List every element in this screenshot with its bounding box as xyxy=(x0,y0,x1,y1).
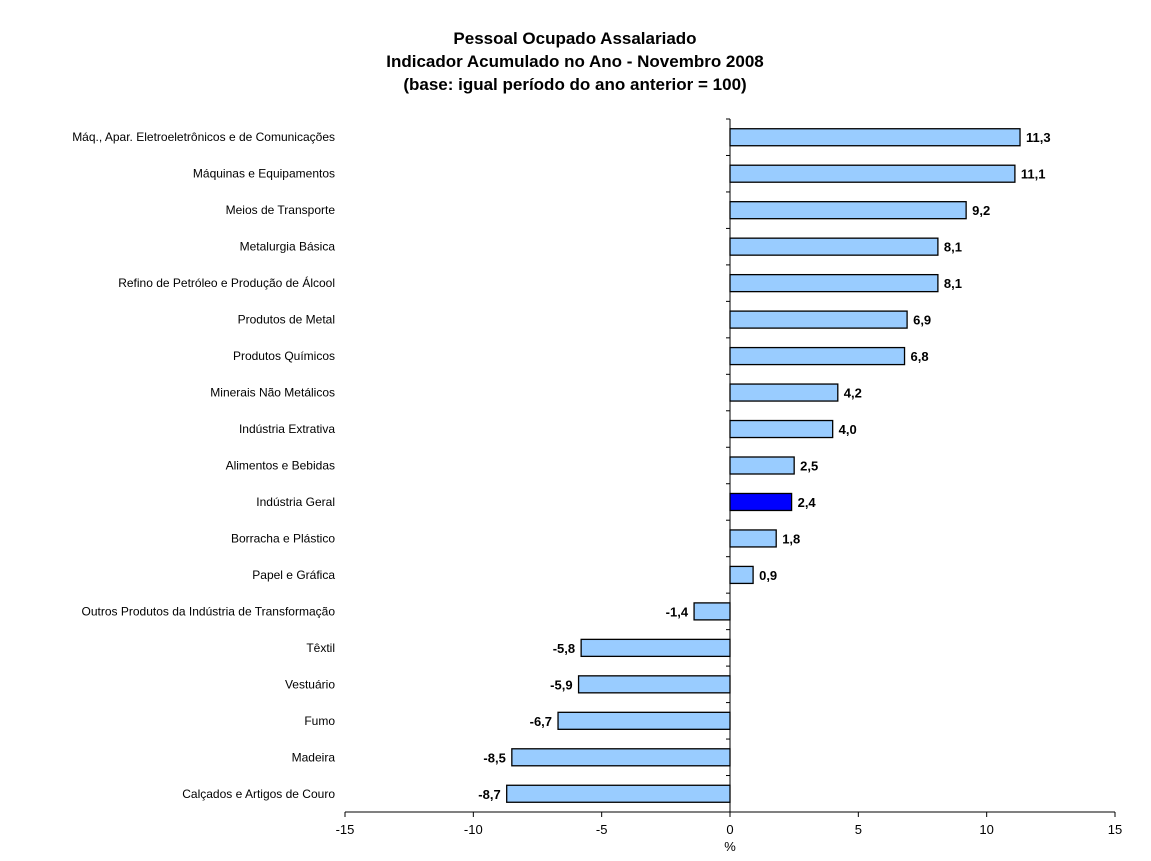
plot-area: Máq., Apar. Eletroeletrônicos e de Comun… xyxy=(72,128,1051,803)
bar-12 xyxy=(729,529,777,548)
x-axis-label: % xyxy=(724,839,736,854)
bar-11 xyxy=(729,492,793,512)
data-label: 11,1 xyxy=(1021,167,1046,182)
x-tick-label: 0 xyxy=(726,822,733,837)
data-label: -8,7 xyxy=(478,787,500,802)
category-label: Meios de Transporte xyxy=(226,203,336,217)
data-label: 0,9 xyxy=(759,568,777,583)
data-label: -6,7 xyxy=(530,714,552,729)
category-label: Indústria Extrativa xyxy=(239,422,335,436)
data-label: -1,4 xyxy=(666,604,689,619)
bar-13 xyxy=(729,565,754,585)
data-label: 8,1 xyxy=(944,240,962,255)
category-label: Fumo xyxy=(304,714,335,728)
category-label: Refino de Petróleo e Produção de Álcool xyxy=(118,275,335,290)
bar-9 xyxy=(729,419,834,439)
data-label: 1,8 xyxy=(782,531,800,546)
data-label: 2,4 xyxy=(798,495,817,510)
bar-14 xyxy=(693,602,731,621)
bar-15 xyxy=(580,638,731,658)
chart-title: Pessoal Ocupado Assalariado Indicador Ac… xyxy=(386,29,764,94)
category-label: Outros Produtos da Indústria de Transfor… xyxy=(82,604,336,618)
category-label: Borracha e Plástico xyxy=(231,531,335,545)
category-label: Papel e Gráfica xyxy=(252,568,335,582)
category-label: Produtos Químicos xyxy=(233,349,335,363)
x-axis-ticks: -15 -10 -5 0 5 10 15 xyxy=(336,812,1122,837)
bar-4 xyxy=(729,237,939,256)
x-tick-label: 5 xyxy=(855,822,862,837)
data-label: 4,2 xyxy=(844,386,862,401)
data-label: 6,8 xyxy=(911,349,929,364)
bar-10 xyxy=(729,456,795,475)
category-label: Vestuário xyxy=(285,677,335,691)
y-axis-ticks xyxy=(726,118,730,813)
chart-title-line-1: Pessoal Ocupado Assalariado xyxy=(453,29,696,48)
bar-2 xyxy=(729,164,1016,183)
bar-16 xyxy=(577,675,731,694)
category-label: Máquinas e Equipamentos xyxy=(193,167,335,181)
chart-title-line-3: (base: igual período do ano anterior = 1… xyxy=(403,75,746,94)
chart-title-line-2: Indicador Acumulado no Ano - Novembro 20… xyxy=(386,52,764,71)
bar-17 xyxy=(557,711,731,730)
x-tick-label: -5 xyxy=(596,822,608,837)
data-label: 6,9 xyxy=(913,313,931,328)
data-label: 9,2 xyxy=(972,203,990,218)
category-label: Produtos de Metal xyxy=(238,313,335,327)
bar-5 xyxy=(729,273,939,293)
data-label: -5,8 xyxy=(553,641,575,656)
category-label: Minerais Não Metálicos xyxy=(210,386,335,400)
category-label: Têxtil xyxy=(306,641,335,655)
data-label: -5,9 xyxy=(550,677,572,692)
category-label: Metalurgia Básica xyxy=(240,240,336,254)
bar-7 xyxy=(729,346,906,366)
bar-19 xyxy=(506,784,731,803)
x-tick-label: 10 xyxy=(979,822,993,837)
x-tick-label: -15 xyxy=(336,822,355,837)
category-label: Máq., Apar. Eletroeletrônicos e de Comun… xyxy=(72,130,335,144)
bar-8 xyxy=(729,383,839,402)
data-label: 11,3 xyxy=(1026,130,1051,145)
x-tick-label: 15 xyxy=(1108,822,1122,837)
data-label: 2,5 xyxy=(800,459,818,474)
data-label: -8,5 xyxy=(483,750,505,765)
category-label: Madeira xyxy=(292,750,336,764)
category-label: Alimentos e Bebidas xyxy=(226,459,335,473)
bar-18 xyxy=(511,748,731,767)
bar-1 xyxy=(729,128,1021,147)
category-label: Calçados e Artigos de Couro xyxy=(182,787,335,801)
x-tick-label: -10 xyxy=(464,822,483,837)
data-label: 8,1 xyxy=(944,276,962,291)
category-label: Indústria Geral xyxy=(256,495,335,509)
data-label: 4,0 xyxy=(839,422,857,437)
bar-3 xyxy=(729,201,967,220)
bar-6 xyxy=(729,310,908,329)
